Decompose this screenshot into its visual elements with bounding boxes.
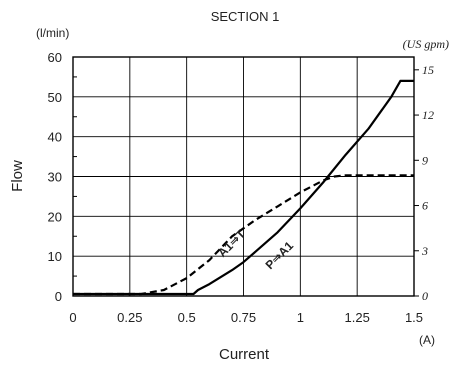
- x-tick-label: 0.75: [231, 310, 256, 325]
- y-unit-label: (l/min): [36, 26, 69, 40]
- y-tick-label: 50: [48, 90, 62, 105]
- y2-tick-label: 6: [422, 199, 428, 213]
- x-tick-label: 1: [297, 310, 304, 325]
- y-tick-label: 0: [55, 289, 62, 304]
- x-tick-label: 1.25: [345, 310, 370, 325]
- chart-title: SECTION 1: [211, 9, 280, 24]
- x-tick-label: 0: [69, 310, 76, 325]
- y-tick-label: 40: [48, 130, 62, 145]
- y2-tick-label: 12: [422, 108, 434, 122]
- axis-ticks: 0 0.25 0.5 0.75 1 1.25 1.5 0 10 20 30 40 50 60 0 3 6 9 12 1…: [48, 50, 434, 325]
- y2-unit-label: (US gpm): [403, 37, 449, 51]
- y2-tick-label: 0: [422, 289, 428, 303]
- x-unit-label: (A): [419, 333, 435, 347]
- x-tick-label: 0.25: [117, 310, 142, 325]
- x-axis-title: Current: [219, 346, 270, 363]
- y-tick-label: 20: [48, 209, 62, 224]
- x-tick-label: 1.5: [405, 310, 423, 325]
- y-tick-label: 60: [48, 50, 62, 65]
- y-tick-label: 10: [48, 249, 62, 264]
- grid-lines: [73, 57, 414, 296]
- y2-tick-label: 15: [422, 63, 434, 77]
- annotations: A1⇒T P⇒A1: [215, 226, 296, 272]
- y-tick-label: 30: [48, 170, 62, 185]
- x-tick-label: 0.5: [178, 310, 196, 325]
- y-axis-title: Flow: [9, 160, 26, 192]
- y2-tick-label: 9: [422, 153, 428, 167]
- series-annotation: P⇒A1: [263, 238, 297, 272]
- y2-tick-label: 3: [421, 244, 428, 258]
